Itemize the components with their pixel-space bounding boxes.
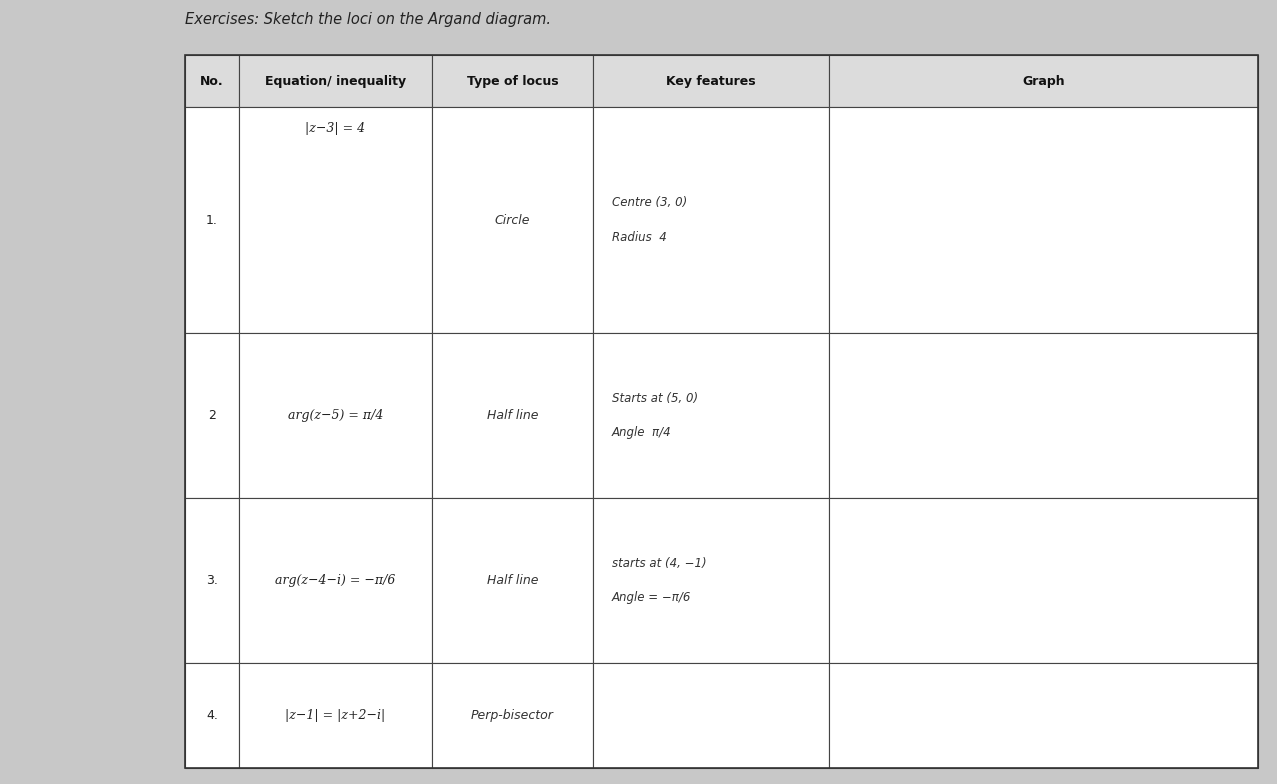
Text: Key features: Key features	[667, 74, 756, 88]
Text: arg(z−4−i) = −π/6: arg(z−4−i) = −π/6	[275, 574, 396, 587]
Text: Equation/ inequality: Equation/ inequality	[264, 74, 406, 88]
Text: $\pi/4$: $\pi/4$	[1091, 382, 1110, 395]
Text: |z−1| = |z+2−i|: |z−1| = |z+2−i|	[285, 710, 386, 722]
Text: 3: 3	[1025, 237, 1033, 249]
Text: arg(z−5) = π/4: arg(z−5) = π/4	[287, 408, 383, 422]
Text: 3.: 3.	[206, 574, 218, 587]
Text: $-\pi/6$: $-\pi/6$	[1091, 627, 1119, 641]
Text: Perp-bisector: Perp-bisector	[471, 710, 554, 722]
Text: Half line: Half line	[487, 408, 538, 422]
Text: 4: 4	[1000, 592, 1008, 604]
Text: Half line: Half line	[487, 574, 538, 587]
Text: starts at (4, −1): starts at (4, −1)	[612, 557, 706, 570]
Text: Angle  π/4: Angle π/4	[612, 426, 672, 439]
Text: Graph: Graph	[1022, 74, 1065, 88]
Text: Centre (3, 0): Centre (3, 0)	[612, 196, 687, 209]
Text: 1: 1	[862, 564, 871, 577]
Text: Exercises: Sketch the loci on the Argand diagram.: Exercises: Sketch the loci on the Argand…	[185, 13, 552, 27]
Text: Type of locus: Type of locus	[466, 74, 558, 88]
Text: No.: No.	[200, 74, 223, 88]
Text: |z−3| = 4: |z−3| = 4	[305, 122, 365, 135]
Text: 1.: 1.	[206, 213, 218, 227]
Text: 2: 2	[208, 408, 216, 422]
Text: 5: 5	[1011, 457, 1019, 470]
Text: 4: 4	[903, 150, 911, 162]
Text: Circle: Circle	[494, 213, 530, 227]
Text: Starts at (5, 0): Starts at (5, 0)	[612, 391, 697, 405]
Text: 4.: 4.	[206, 710, 218, 722]
Text: Radius  4: Radius 4	[612, 230, 667, 244]
Text: Angle = −π/6: Angle = −π/6	[612, 591, 691, 604]
